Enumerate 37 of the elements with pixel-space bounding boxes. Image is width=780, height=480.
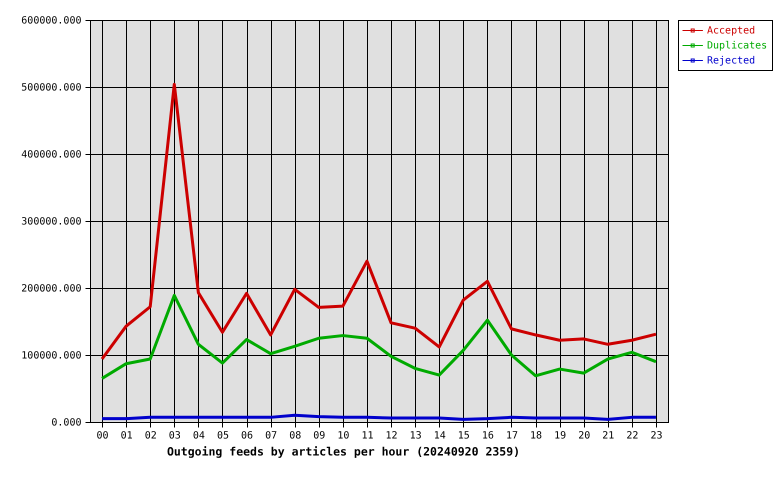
x-tick-label: 10 — [337, 430, 350, 442]
x-tick-label: 09 — [313, 430, 326, 442]
y-tick-label: 600000.000 — [21, 16, 82, 26]
legend-label: Duplicates — [707, 40, 768, 52]
y-tick-label: 0.000 — [51, 418, 82, 428]
x-tick-label: 18 — [530, 430, 542, 442]
y-tick-label: 300000.000 — [21, 216, 82, 228]
legend-label: Accepted — [707, 26, 756, 36]
x-tick-label: 08 — [289, 430, 302, 442]
x-axis-title: Outgoing feeds by articles per hour (20240920 2359) — [166, 444, 520, 458]
x-tick-label: 00 — [96, 430, 109, 442]
y-tick-label: 200000.000 — [21, 284, 82, 294]
legend-label: Rejected — [707, 56, 756, 66]
x-tick-label: 11 — [361, 430, 374, 442]
y-tick-label: 400000.000 — [21, 150, 82, 160]
x-tick-label: 15 — [458, 430, 470, 442]
x-tick-label: 06 — [241, 430, 254, 442]
x-tick-label: 23 — [650, 430, 662, 442]
x-tick-label: 12 — [386, 430, 398, 442]
y-tick-label: 100000.000 — [21, 350, 82, 362]
x-tick-label: 20 — [578, 430, 590, 442]
x-tick-label: 22 — [626, 430, 638, 442]
x-tick-label: 05 — [216, 430, 229, 442]
line-series — [100, 82, 658, 361]
x-tick-label: 07 — [265, 430, 278, 442]
x-tick-label: 16 — [482, 430, 494, 442]
x-tick-label: 14 — [434, 430, 446, 442]
x-tick-label: 17 — [506, 430, 518, 442]
x-tick-label: 02 — [144, 430, 157, 442]
x-tick-label: 13 — [410, 430, 422, 442]
x-tick-label: 19 — [554, 430, 566, 442]
line-series — [100, 294, 658, 380]
x-tick-label: 01 — [120, 430, 133, 442]
x-tick-label: 03 — [168, 430, 181, 442]
x-tick-label: 04 — [192, 430, 205, 442]
x-tick-label: 21 — [602, 430, 614, 442]
y-tick-label: 500000.000 — [21, 82, 82, 94]
